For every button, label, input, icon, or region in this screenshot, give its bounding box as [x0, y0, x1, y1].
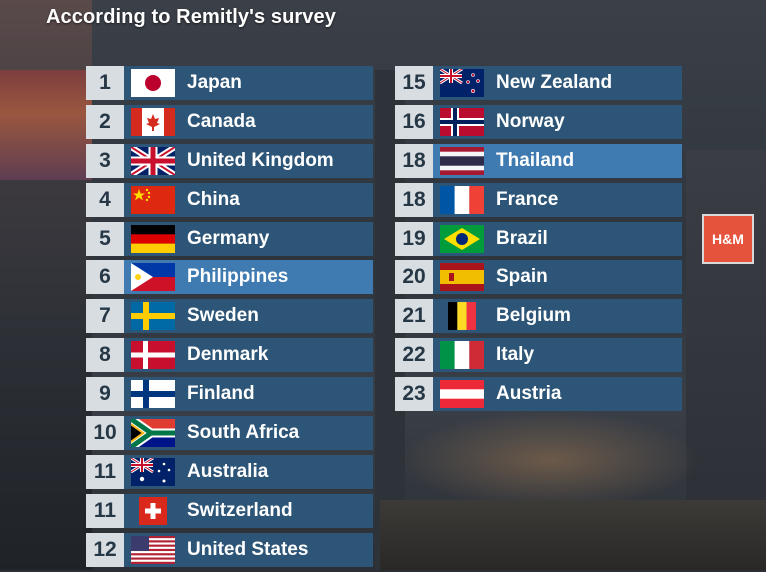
brazil-flag-icon [440, 224, 484, 253]
ranking-list-left: 1 Japan 2 Canada 3 Unit [86, 66, 373, 572]
list-item: 9 Finland [86, 377, 373, 412]
rank-number: 10 [86, 416, 124, 451]
philippines-flag-icon [131, 263, 175, 292]
country-name: South Africa [187, 422, 300, 444]
country-name: Norway [496, 110, 565, 132]
canada-flag-icon [131, 107, 175, 136]
country-name: Italy [496, 344, 535, 366]
rank-number: 20 [395, 260, 433, 295]
usa-flag-icon [131, 535, 175, 564]
country-name: Australia [187, 460, 269, 482]
france-flag-icon [440, 185, 484, 214]
country-name: Switzerland [187, 499, 293, 521]
china-flag-icon [131, 185, 175, 214]
country-name: Philippines [187, 266, 289, 288]
rank-number: 19 [395, 221, 433, 256]
store-sign: H&M [702, 214, 754, 264]
country-name: Canada [187, 110, 256, 132]
country-name: Germany [187, 227, 270, 249]
spain-flag-icon [440, 263, 484, 292]
list-item: 6 Philippines [86, 260, 373, 295]
list-item: 4 China [86, 182, 373, 217]
south-africa-flag-icon [131, 419, 175, 448]
list-item: 1 Japan [86, 66, 373, 100]
country-name: United Kingdom [187, 149, 334, 171]
finland-flag-icon [131, 380, 175, 409]
list-item: 3 United Kingdom [86, 143, 373, 178]
country-name: Japan [187, 72, 242, 93]
uk-flag-icon [131, 146, 175, 175]
thailand-flag-icon [440, 146, 484, 175]
rank-number: 16 [395, 104, 433, 139]
rank-number: 11 [86, 493, 124, 528]
rank-number: 7 [86, 299, 124, 334]
new-zealand-flag-icon [440, 69, 484, 97]
rank-number: 11 [86, 454, 124, 489]
country-name: France [496, 188, 559, 210]
rank-number: 22 [395, 338, 433, 373]
rank-number: 8 [86, 338, 124, 373]
list-item: 2 Canada [86, 104, 373, 139]
rank-number: 21 [395, 299, 433, 334]
list-item: 15 New Zealand [395, 66, 682, 100]
rank-number: 5 [86, 221, 124, 256]
page-title: According to Remitly's survey [46, 6, 336, 28]
sweden-flag-icon [131, 302, 175, 331]
japan-flag-icon [131, 69, 175, 97]
rank-number: 3 [86, 143, 124, 178]
country-name: New Zealand [496, 72, 613, 93]
denmark-flag-icon [131, 341, 175, 370]
list-item: 8 Denmark [86, 338, 373, 373]
list-item: 23 Austria [395, 377, 682, 412]
ranking-list-right: 15 New Zealand 16 Norway 18 [395, 66, 682, 416]
list-item: 20 Spain [395, 260, 682, 295]
list-item: 18 France [395, 182, 682, 217]
rank-number: 12 [86, 532, 124, 567]
germany-flag-icon [131, 224, 175, 253]
list-item: 16 Norway [395, 104, 682, 139]
list-item: 10 South Africa [86, 416, 373, 451]
list-item: 5 Germany [86, 221, 373, 256]
country-name: China [187, 188, 240, 210]
italy-flag-icon [440, 341, 484, 370]
country-name: Spain [496, 266, 548, 288]
list-item: 18 Thailand [395, 143, 682, 178]
list-item: 11 Switzerland [86, 493, 373, 528]
switzerland-flag-icon [139, 496, 167, 525]
rank-number: 9 [86, 377, 124, 412]
rank-number: 4 [86, 182, 124, 217]
rank-number: 18 [395, 143, 433, 178]
country-name: United States [187, 538, 309, 560]
rank-number: 2 [86, 104, 124, 139]
country-name: Belgium [496, 305, 571, 327]
country-name: Denmark [187, 344, 269, 366]
country-name: Brazil [496, 227, 548, 249]
list-item: 12 United States [86, 532, 373, 567]
rank-number: 6 [86, 260, 124, 295]
belgium-flag-icon [448, 302, 476, 331]
country-name: Finland [187, 383, 255, 405]
rank-number: 18 [395, 182, 433, 217]
country-name: Austria [496, 383, 562, 405]
country-name: Thailand [496, 149, 575, 171]
rank-number: 1 [86, 66, 124, 100]
norway-flag-icon [440, 107, 484, 136]
austria-flag-icon [440, 380, 484, 409]
list-item: 7 Sweden [86, 299, 373, 334]
list-item: 21 Belgium [395, 299, 682, 334]
rank-number: 23 [395, 377, 433, 412]
australia-flag-icon [131, 457, 175, 486]
list-item: 11 Australia [86, 454, 373, 489]
rank-number: 15 [395, 66, 433, 100]
list-item: 19 Brazil [395, 221, 682, 256]
country-name: Sweden [187, 305, 259, 327]
list-item: 22 Italy [395, 338, 682, 373]
